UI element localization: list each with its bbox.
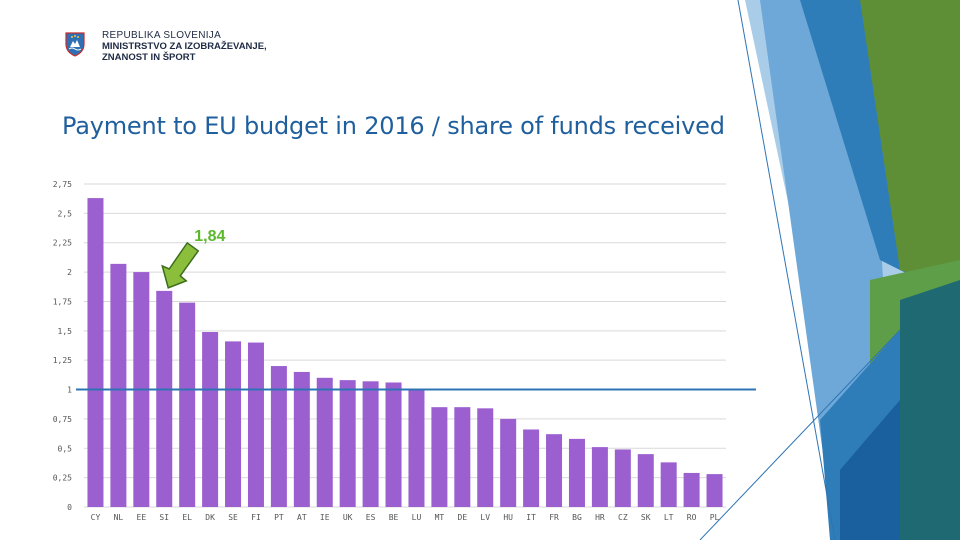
bar-bg <box>568 438 585 507</box>
ministry-line-3: ZNANOST IN ŠPORT <box>102 52 196 63</box>
bar-it <box>523 429 540 507</box>
x-tick-label: FI <box>251 513 261 522</box>
x-tick-label: SI <box>159 513 169 522</box>
x-tick-label: LV <box>480 513 490 522</box>
x-tick-label: NL <box>114 513 124 522</box>
x-tick-label: IE <box>320 513 330 522</box>
bg-shape-green <box>860 0 960 290</box>
bar-hr <box>591 447 608 507</box>
y-tick-label: 2,5 <box>58 209 73 218</box>
bar-se <box>225 341 242 507</box>
x-tick-label: EL <box>182 513 192 522</box>
bg-diagonal-line-2 <box>699 329 901 540</box>
x-tick-label: PL <box>710 513 720 522</box>
bar-dk <box>202 331 219 507</box>
bar-be <box>385 382 402 507</box>
x-tick-label: CZ <box>618 513 628 522</box>
y-tick-label: 2 <box>67 268 72 277</box>
x-tick-label: BG <box>572 513 582 522</box>
y-tick-label: 1,75 <box>53 297 72 306</box>
x-tick-label: HR <box>595 513 605 522</box>
x-tick-label: PT <box>274 513 284 522</box>
ministry-line-1: REPUBLIKA SLOVENIJA <box>102 30 222 41</box>
bg-diagonal-line <box>737 0 836 540</box>
x-tick-label: ES <box>366 513 376 522</box>
x-tick-label: UK <box>343 513 353 522</box>
x-tick-label: EE <box>137 513 147 522</box>
bar-hu <box>500 418 517 507</box>
bar-lu <box>408 389 425 507</box>
x-tick-label: IT <box>526 513 536 522</box>
bar-fi <box>247 342 264 507</box>
bars <box>87 198 723 507</box>
bar-lv <box>477 408 494 507</box>
bar-es <box>362 381 379 507</box>
bar-mt <box>431 407 448 507</box>
x-tick-label: SE <box>228 513 238 522</box>
bar-lt <box>660 462 677 507</box>
ministry-header: REPUBLIKA SLOVENIJA MINISTRSTVO ZA IZOBR… <box>102 30 267 63</box>
x-tick-label: AT <box>297 513 307 522</box>
bg-shape-dark-blue <box>840 400 900 540</box>
y-tick-label: 0,5 <box>58 444 73 453</box>
bar-de <box>454 407 471 507</box>
callout-arrow-icon <box>161 241 200 289</box>
y-tick-label: 1,5 <box>58 327 73 336</box>
bar-fr <box>546 434 563 507</box>
x-tick-label: DK <box>205 513 215 522</box>
ministry-line-2: MINISTRSTVO ZA IZOBRAŽEVANJE, <box>102 41 267 52</box>
bg-shape-teal <box>900 280 960 540</box>
y-tick-label: 0,25 <box>53 474 72 483</box>
x-tick-label: LT <box>664 513 674 522</box>
x-axis-ticks: CY NL EE SI EL DK SE FI PT AT IE UK ES BE LU MT DE LV HU IT… <box>91 513 720 522</box>
y-tick-label: 2,25 <box>53 239 72 248</box>
y-tick-label: 1 <box>67 386 72 395</box>
y-tick-label: 2,75 <box>53 180 72 189</box>
x-tick-label: CY <box>91 513 101 522</box>
bar-cz <box>614 449 631 507</box>
bar-at <box>293 371 310 507</box>
x-tick-label: FR <box>549 513 559 522</box>
x-tick-label: SK <box>641 513 651 522</box>
x-tick-label: BE <box>389 513 399 522</box>
bar-si <box>156 290 173 507</box>
x-tick-label: RO <box>687 513 697 522</box>
bar-cy <box>87 198 104 507</box>
bar-ro <box>683 472 700 507</box>
chart-title: Payment to EU budget in 2016 / share of … <box>62 112 725 140</box>
bar-sk <box>637 454 654 507</box>
x-tick-label: LU <box>412 513 422 522</box>
y-tick-label: 0 <box>67 503 72 512</box>
bar-ie <box>316 377 333 507</box>
bar-pt <box>270 366 287 507</box>
bar-nl <box>110 263 127 507</box>
bar-uk <box>339 380 356 507</box>
x-tick-label: DE <box>458 513 468 522</box>
bar-el <box>179 302 196 507</box>
callout-label: 1,84 <box>194 228 225 245</box>
y-tick-label: 1,25 <box>53 356 72 365</box>
x-tick-label: MT <box>435 513 445 522</box>
y-axis-ticks: 0 0,25 0,5 0,75 1 1,25 1,5 1,75 2 2,25 2,5 2,75 <box>53 180 72 512</box>
coat-of-arms-icon <box>65 32 85 57</box>
x-tick-label: HU <box>503 513 513 522</box>
bar-pl <box>706 474 723 507</box>
y-tick-label: 0,75 <box>53 415 72 424</box>
